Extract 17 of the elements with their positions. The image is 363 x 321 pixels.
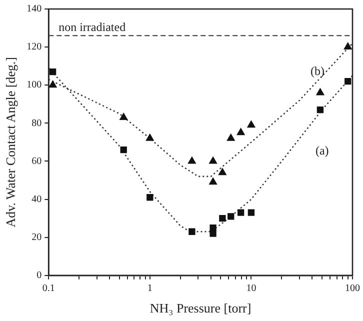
y-tick-label: 80 [32, 118, 42, 129]
y-tick-label: 100 [26, 80, 42, 91]
y-tick-label: 140 [26, 4, 42, 15]
x-tick-label: 10 [246, 283, 256, 294]
x-tick-label: 100 [345, 283, 360, 294]
x-tick-label: 0.1 [42, 283, 55, 294]
y-tick-label: 20 [32, 232, 42, 243]
ref-line-label: non irradiated [58, 20, 126, 34]
x-tick-label: 1 [147, 283, 152, 294]
x-axis-title: NH₃ Pressure [torr] [150, 300, 252, 316]
y-tick-label: 60 [32, 156, 42, 167]
y-tick-label: 120 [26, 42, 42, 53]
y-axis-title: Adv. Water Contact Angle [deg.] [3, 56, 18, 228]
annotation: (a) [315, 144, 329, 158]
y-tick-label: 40 [32, 194, 42, 205]
annotation: (b) [310, 64, 325, 78]
y-tick-label: 0 [36, 270, 42, 282]
